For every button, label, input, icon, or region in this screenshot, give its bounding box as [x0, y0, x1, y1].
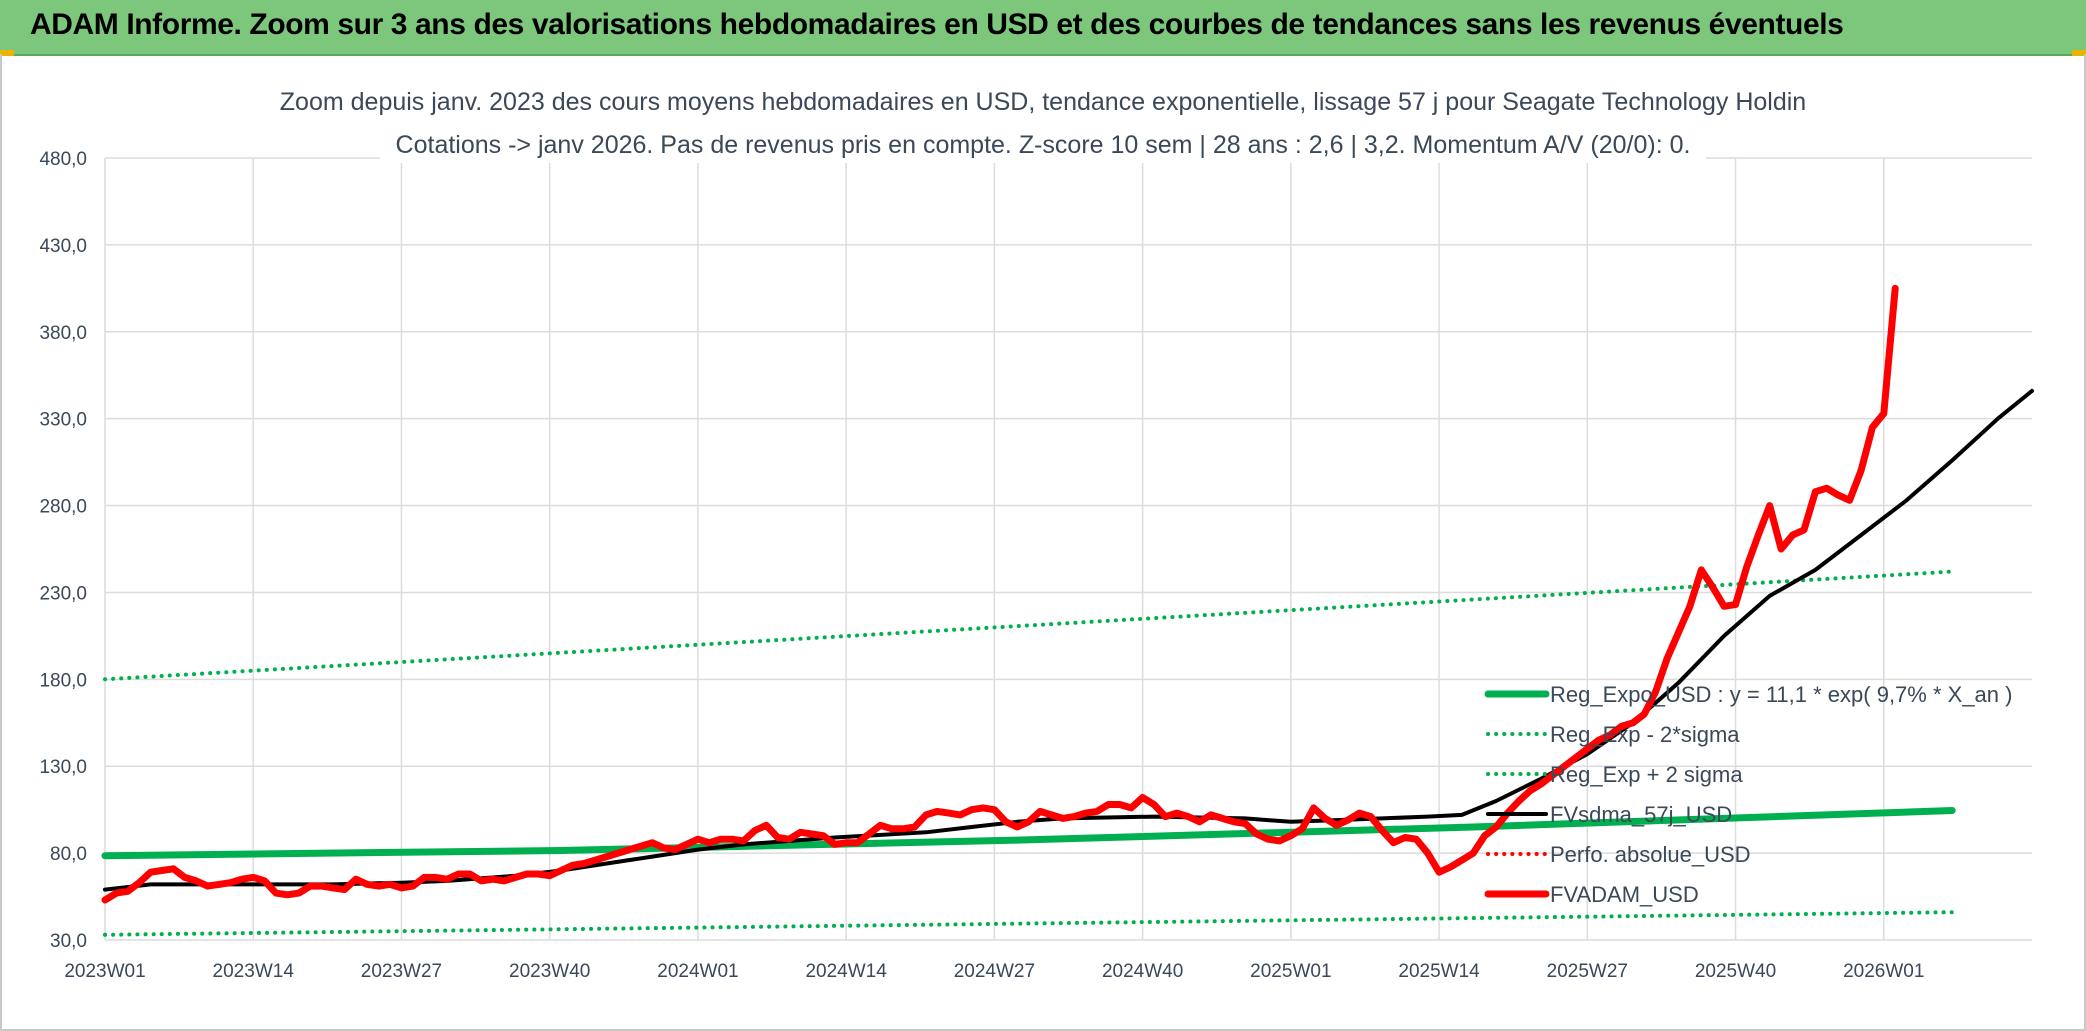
y-tick-label: 380,0 — [39, 323, 87, 344]
x-tick-label: 2024W27 — [954, 961, 1035, 982]
y-tick-label: 30,0 — [50, 931, 87, 952]
title-background — [275, 80, 1811, 120]
x-tick-label: 2023W01 — [64, 961, 145, 982]
chart-frame — [0, 54, 2086, 1031]
x-tick-label: 2026W01 — [1843, 961, 1924, 982]
series-line — [103, 910, 1955, 937]
chart-subtitle: Cotations -> janv 2026. Pas de revenus p… — [396, 131, 1691, 159]
y-tick-label: 480,0 — [39, 149, 87, 170]
x-tick-label: 2024W40 — [1102, 961, 1183, 982]
series-line — [103, 569, 1955, 682]
corner-marker-left — [0, 50, 14, 56]
y-tick-label: 280,0 — [39, 497, 87, 518]
y-axis-ticks: 30,0 80,0 130,0 180,0 230,0 280,0 330,0 380,0 43… — [39, 149, 87, 952]
legend-label: Reg_Exp - 2*sigma — [1550, 722, 1740, 747]
corner-marker-right — [2072, 50, 2086, 56]
x-tick-label: 2024W14 — [805, 961, 887, 982]
chart-legend: Reg_Expo_USD : y = 11,1 * exp( 9,7% * X_… — [1484, 682, 2012, 907]
legend-label: FVsdma_57j_USD — [1550, 802, 1732, 827]
legend-label: Perfo. absolue_USD — [1550, 842, 1751, 867]
x-tick-label: 2025W40 — [1695, 961, 1776, 982]
y-tick-label: 80,0 — [50, 844, 87, 865]
x-tick-label: 2023W14 — [213, 961, 295, 982]
legend-label: Reg_Exp + 2 sigma — [1550, 762, 1743, 787]
y-tick-label: 230,0 — [39, 583, 87, 604]
series-line — [101, 807, 1956, 860]
x-tick-label: 2025W27 — [1547, 961, 1628, 982]
x-tick-label: 2024W01 — [657, 961, 738, 982]
y-tick-label: 430,0 — [39, 236, 87, 257]
x-tick-label: 2023W40 — [509, 961, 590, 982]
y-tick-label: 130,0 — [39, 757, 87, 778]
report-banner: ADAM Informe. Zoom sur 3 ans des valoris… — [0, 0, 2086, 56]
y-tick-label: 180,0 — [39, 670, 87, 691]
report-title: ADAM Informe. Zoom sur 3 ans des valoris… — [30, 8, 1844, 41]
title-mask — [275, 80, 1811, 163]
series-lines — [101, 284, 2034, 937]
x-tick-label: 2025W01 — [1250, 961, 1331, 982]
x-tick-label: 2023W27 — [361, 961, 442, 982]
x-axis-ticks: 2023W01 2023W14 2023W27 2023W40 2024W01 2024W… — [64, 961, 1924, 982]
series-line — [101, 284, 1899, 904]
subtitle-background — [380, 123, 1706, 163]
chart-title: Zoom depuis janv. 2023 des cours moyens … — [280, 88, 1806, 116]
legend-label: FVADAM_USD — [1550, 882, 1699, 907]
y-tick-label: 330,0 — [39, 410, 87, 431]
chart-grid — [104, 157, 2032, 941]
x-tick-label: 2025W14 — [1398, 961, 1480, 982]
legend-label: Reg_Expo_USD : y = 11,1 * exp( 9,7% * X_… — [1550, 682, 2012, 707]
